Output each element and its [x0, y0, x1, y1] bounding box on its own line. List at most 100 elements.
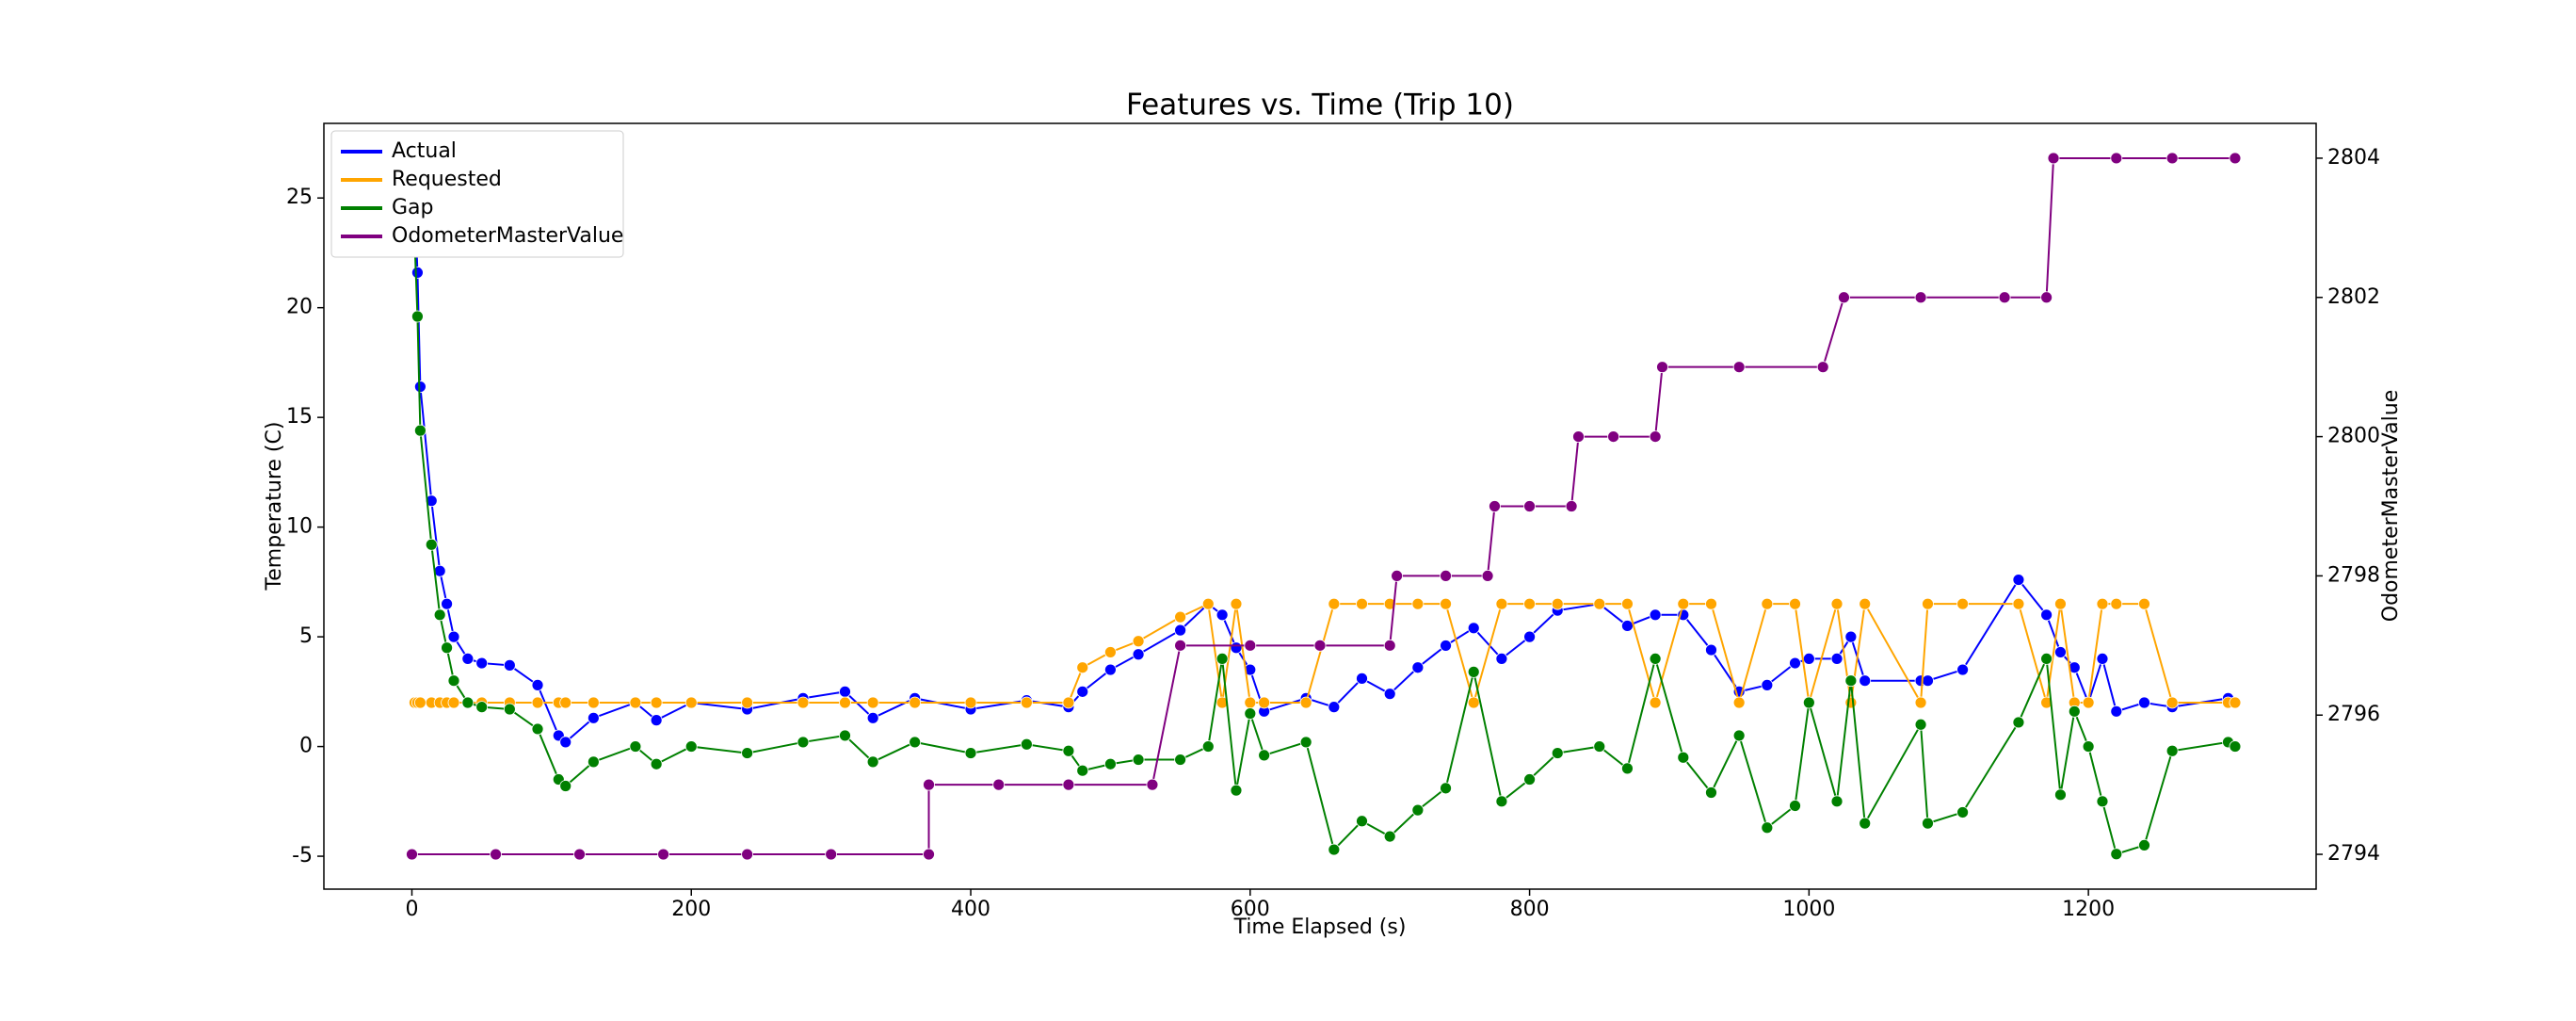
- point: [447, 630, 460, 643]
- point: [1922, 817, 1934, 830]
- point: [2054, 788, 2067, 802]
- point: [1523, 630, 1536, 643]
- point: [1467, 696, 1480, 709]
- point: [1216, 653, 1229, 665]
- point: [433, 608, 446, 622]
- point: [1859, 817, 1872, 830]
- point: [1523, 773, 1536, 786]
- point: [1328, 597, 1341, 610]
- point: [1677, 597, 1690, 610]
- y2-axis-label: OdometerMasterValue: [2379, 390, 2403, 622]
- point: [1216, 696, 1229, 709]
- legend-label: Actual: [392, 139, 457, 163]
- point: [1914, 718, 1927, 731]
- point: [657, 848, 669, 861]
- point: [1481, 570, 1494, 582]
- point: [1244, 663, 1257, 676]
- point: [1816, 361, 1829, 374]
- point: [1649, 430, 1662, 443]
- point: [573, 848, 586, 861]
- point: [1383, 830, 1396, 843]
- point: [1649, 653, 1662, 665]
- y-tick-label: 15: [286, 405, 313, 429]
- point: [1789, 656, 1801, 670]
- point: [1495, 795, 1508, 808]
- point: [1244, 639, 1257, 652]
- point: [531, 678, 544, 691]
- point: [1761, 821, 1774, 835]
- point: [447, 674, 460, 688]
- point: [587, 696, 600, 709]
- point: [503, 658, 516, 672]
- point: [1565, 500, 1578, 512]
- point: [1607, 430, 1620, 443]
- legend-label: Gap: [392, 196, 434, 219]
- y2-tick-label: 2796: [2327, 703, 2380, 726]
- point: [1732, 729, 1746, 742]
- point: [2110, 152, 2123, 165]
- point: [447, 696, 460, 709]
- point: [587, 755, 600, 769]
- y2-tick-label: 2804: [2327, 146, 2380, 170]
- point: [1383, 597, 1396, 610]
- point: [2040, 696, 2053, 709]
- point: [1551, 597, 1564, 610]
- point: [1830, 597, 1843, 610]
- point: [1593, 597, 1606, 610]
- y-tick-label: 5: [299, 624, 313, 648]
- point: [2040, 291, 2053, 304]
- point: [1440, 640, 1452, 652]
- point: [1230, 597, 1243, 610]
- point: [1174, 624, 1187, 637]
- series: [409, 235, 2242, 861]
- point: [1216, 608, 1229, 622]
- point: [1244, 707, 1257, 721]
- point: [1299, 696, 1312, 709]
- point: [866, 696, 879, 709]
- point: [964, 747, 977, 759]
- y2-tick-label: 2798: [2327, 563, 2380, 587]
- point: [1467, 665, 1480, 678]
- point: [2054, 646, 2067, 658]
- point: [1956, 663, 1969, 676]
- point: [866, 755, 879, 769]
- point: [503, 703, 516, 716]
- point: [741, 848, 754, 861]
- point: [741, 747, 754, 759]
- point: [1956, 806, 1969, 818]
- series: [409, 191, 2242, 749]
- point: [1132, 635, 1145, 648]
- point: [1020, 696, 1033, 709]
- series-line: [413, 198, 2236, 744]
- point: [1705, 597, 1717, 610]
- point: [531, 722, 544, 736]
- point: [1230, 641, 1243, 655]
- point: [461, 653, 475, 665]
- point: [1076, 764, 1089, 777]
- point: [406, 848, 418, 861]
- x-tick-label: 600: [1231, 898, 1270, 921]
- point: [1411, 803, 1425, 817]
- point: [1328, 843, 1341, 856]
- point: [741, 696, 754, 709]
- series-line: [414, 601, 2235, 706]
- point: [2068, 705, 2081, 718]
- point: [1705, 786, 1717, 799]
- x-tick-label: 800: [1510, 898, 1550, 921]
- y-axis-label: Temperature (C): [263, 422, 286, 592]
- point: [825, 848, 838, 861]
- point: [1104, 663, 1117, 676]
- point: [1062, 744, 1075, 757]
- point: [2040, 608, 2053, 622]
- chart-title: Features vs. Time (Trip 10): [1126, 89, 1514, 122]
- y2-tick-label: 2800: [2327, 425, 2380, 448]
- point: [1230, 784, 1243, 797]
- point: [1621, 597, 1634, 610]
- series: [406, 152, 2242, 861]
- point: [923, 848, 935, 861]
- point: [1104, 757, 1117, 770]
- point: [1922, 674, 1934, 688]
- point: [2110, 597, 2123, 610]
- y-tick-label: 25: [286, 186, 313, 209]
